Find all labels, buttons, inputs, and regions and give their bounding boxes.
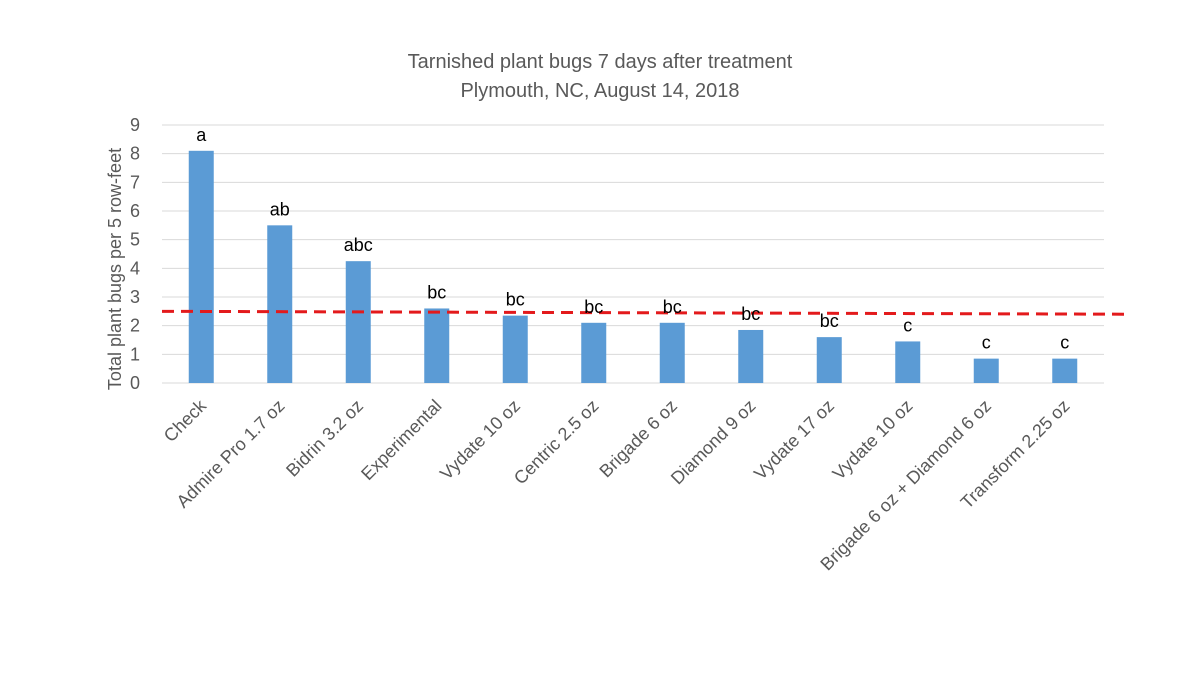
bar: [738, 329, 764, 383]
data-label: bc: [820, 311, 839, 331]
bar: [659, 322, 685, 383]
y-tick-label: 6: [130, 201, 140, 221]
bar: [581, 322, 607, 383]
bar: [895, 341, 921, 383]
bars: [188, 150, 1078, 383]
y-tick-label: 7: [130, 172, 140, 192]
data-label: ab: [270, 199, 290, 219]
data-label: c: [982, 333, 991, 353]
bar: [267, 225, 293, 383]
bar: [502, 315, 528, 383]
x-tick-label: Bidrin 3.2 oz: [282, 396, 367, 481]
x-tick-label: Experimental: [357, 396, 445, 484]
x-tick-label: Brigade 6 oz: [595, 396, 681, 482]
threshold-line: [161, 309, 1127, 316]
y-tick-label: 5: [130, 230, 140, 250]
data-label: bc: [584, 297, 603, 317]
data-labels: a ab abc bc bc bc bc bc bc c c c: [196, 125, 1069, 353]
y-tick-label: 1: [130, 344, 140, 364]
threshold: [161, 309, 1127, 316]
y-axis-ticks: 0 1 2 3 4 5 6 7 8 9: [130, 115, 140, 393]
y-tick-label: 3: [130, 287, 140, 307]
y-tick-label: 0: [130, 373, 140, 393]
bar: [816, 337, 842, 383]
data-label: c: [903, 315, 912, 335]
y-tick-label: 9: [130, 115, 140, 135]
y-tick-label: 8: [130, 144, 140, 164]
gridlines: [162, 124, 1104, 384]
data-label: abc: [344, 235, 373, 255]
bar: [1052, 358, 1078, 383]
x-tick-label: Brigade 6 oz + Diamond 6 oz: [816, 396, 995, 575]
y-axis-label: Total plant bugs per 5 row-feet: [105, 148, 125, 390]
data-label: bc: [506, 290, 525, 310]
chart-subtitle: Plymouth, NC, August 14, 2018: [460, 80, 739, 102]
chart-title: Tarnished plant bugs 7 days after treatm…: [408, 51, 793, 73]
data-label: bc: [741, 304, 760, 324]
data-label: c: [1060, 333, 1069, 353]
x-tick-label: Vydate 10 oz: [829, 396, 917, 484]
data-label: bc: [663, 297, 682, 317]
x-tick-label: Check: [160, 395, 211, 446]
x-tick-label: Vydate 10 oz: [436, 396, 524, 484]
data-label: a: [196, 125, 207, 145]
y-tick-label: 2: [130, 316, 140, 336]
bar: [424, 308, 450, 383]
bar: [973, 358, 999, 383]
x-tick-label: Vydate 17 oz: [750, 396, 838, 484]
bar: [345, 261, 371, 383]
bar: [188, 150, 214, 383]
y-tick-label: 4: [130, 258, 140, 278]
data-label: bc: [427, 282, 446, 302]
